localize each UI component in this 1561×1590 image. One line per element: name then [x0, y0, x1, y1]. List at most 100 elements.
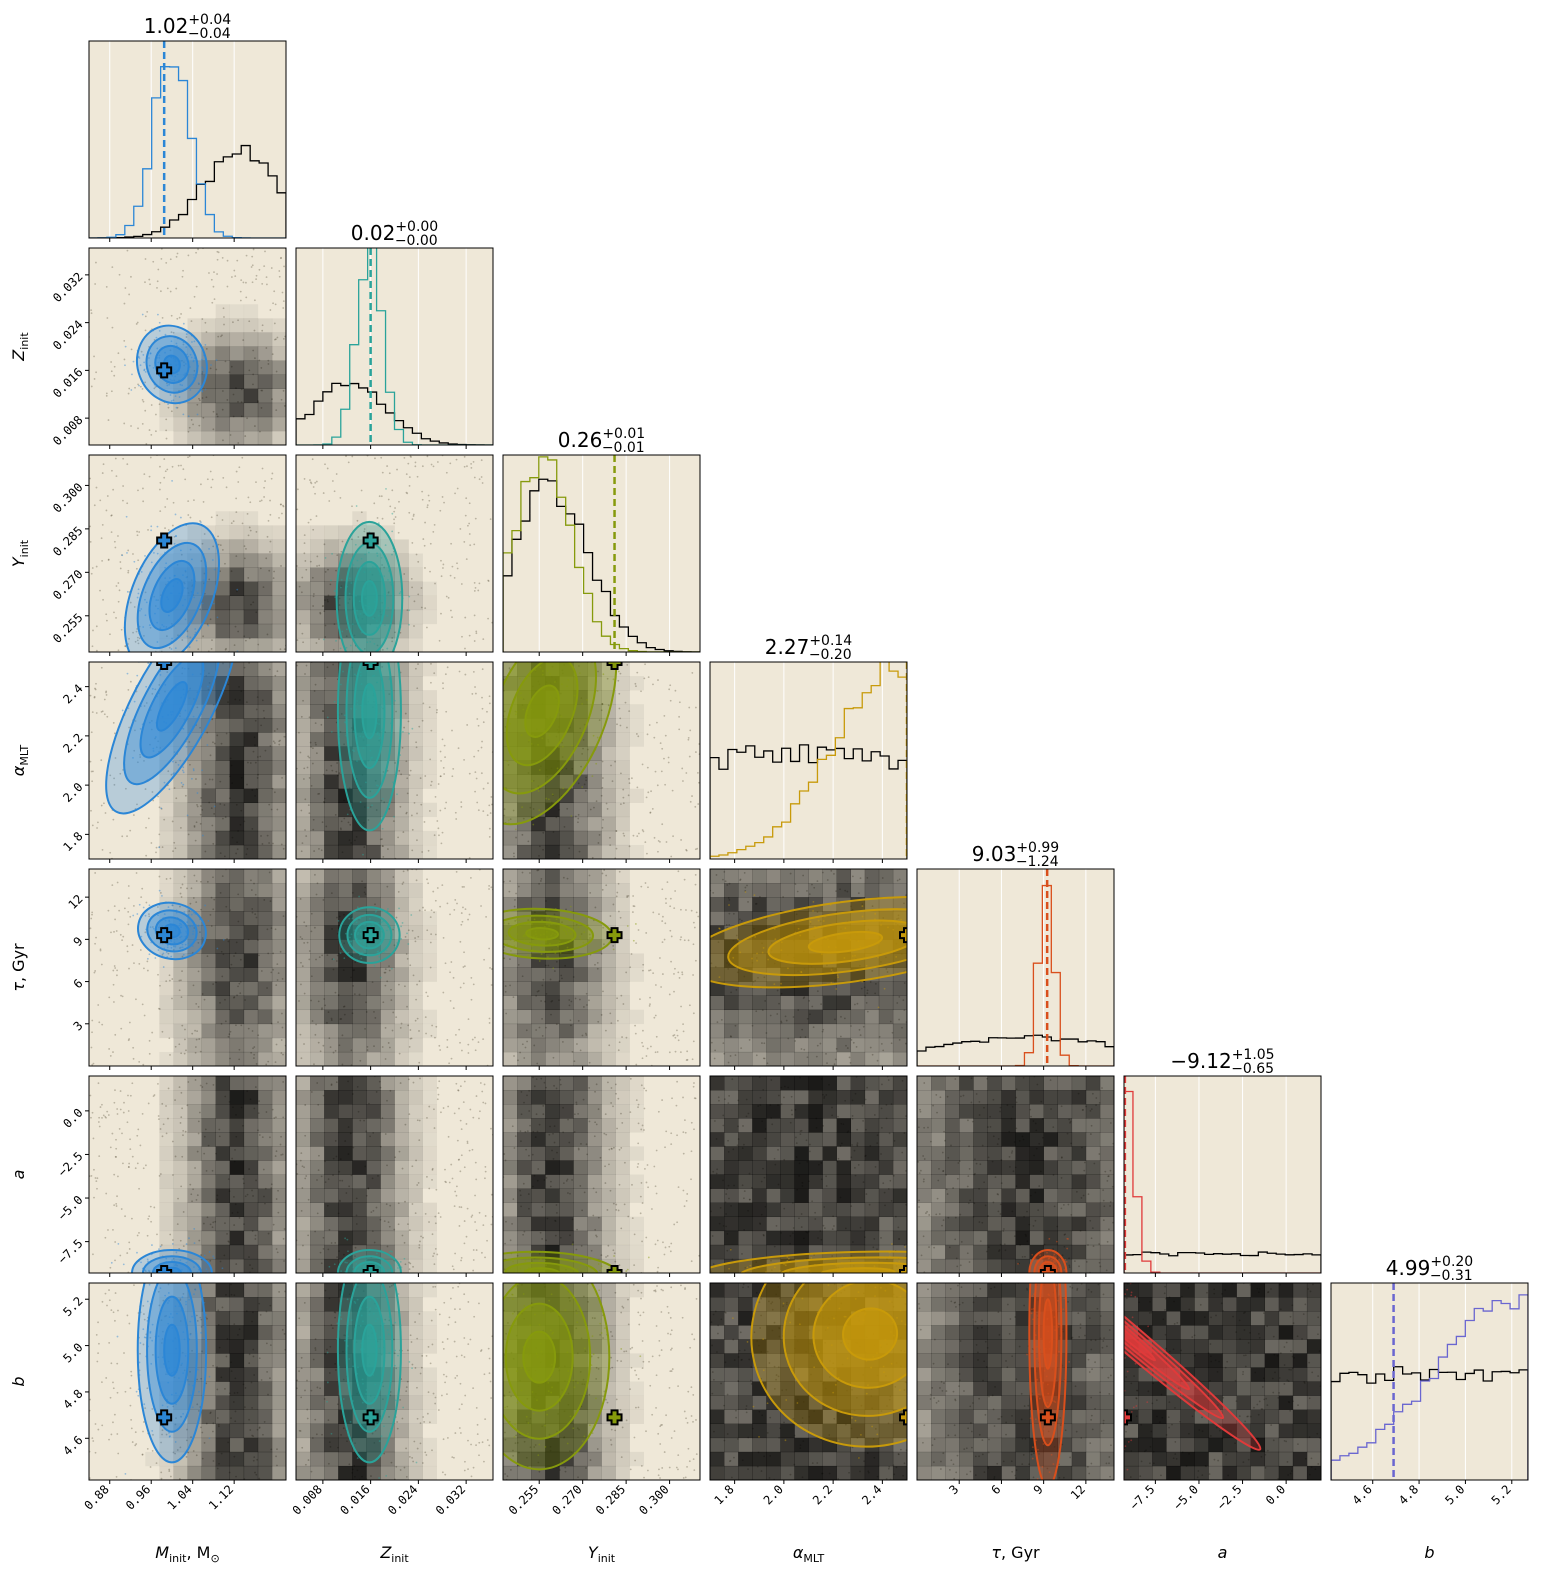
y-tick-label: 9 — [71, 934, 86, 949]
panel-tau-vs-tau: 9.03+0.99 −1.24 — [916, 840, 1115, 1070]
panel-alpha-vs-Y — [502, 661, 701, 863]
posterior-contour — [361, 683, 378, 740]
panel-tau-vs-M — [85, 868, 287, 1070]
y-tick-label: 2.4 — [60, 681, 85, 706]
posterior-contour — [1042, 1298, 1054, 1370]
panel-title: 0.02+0.00 −0.00 — [351, 219, 438, 249]
posterior-contour — [807, 930, 884, 954]
axis-label-tau: τ, Gyr — [9, 943, 28, 992]
axis-label-a: a — [9, 1170, 28, 1180]
x-tick-label: 0.016 — [337, 1482, 372, 1517]
panel-tau-vs-alpha — [709, 868, 908, 1070]
posterior-contour — [1124, 1283, 1262, 1451]
posterior-contour — [522, 1330, 557, 1384]
x-tick-label: 2.0 — [761, 1482, 786, 1507]
truth-marker — [362, 532, 379, 549]
axis-label-Y: Yinit — [9, 539, 31, 567]
panel-frame — [1123, 1075, 1322, 1274]
posterior-histogram — [1124, 1090, 1321, 1273]
truth-marker — [899, 1409, 907, 1426]
panel-frame — [709, 1075, 908, 1274]
truth-marker — [156, 662, 173, 670]
axis-label-tau: τ, Gyr — [991, 1543, 1040, 1562]
panel-frame — [709, 868, 908, 1067]
y-tick-label: 0.032 — [50, 270, 85, 305]
panel-b-vs-Y — [502, 1282, 701, 1484]
y-tick-label: 1.8 — [60, 829, 85, 854]
panel-b-vs-b: 4.99+0.20 −0.31 — [1330, 1254, 1529, 1484]
x-tick-label: 0.88 — [82, 1482, 112, 1512]
panel-a-vs-Y — [502, 1075, 701, 1277]
panel-frame — [88, 868, 287, 1067]
panel-Y-vs-Y: 0.26+0.01 −0.01 — [502, 426, 701, 656]
panel-frame — [295, 1075, 494, 1274]
prior-histogram — [917, 1034, 1114, 1066]
x-tick-label: 1.12 — [206, 1482, 236, 1512]
panel-title: 9.03+0.99 −1.24 — [972, 840, 1059, 870]
y-tick-label: 4.8 — [60, 1387, 85, 1412]
x-tick-label: −7.5 — [1127, 1482, 1157, 1512]
x-tick-label: 0.270 — [549, 1482, 584, 1517]
panel-a-vs-tau — [916, 1075, 1115, 1277]
panel-a-vs-a: −9.12+1.05 −0.65 — [1123, 1047, 1322, 1277]
panel-frame — [88, 454, 287, 653]
panel-frame — [88, 661, 287, 860]
y-tick-label: 5.0 — [60, 1340, 85, 1365]
x-tick-label: 1.8 — [712, 1482, 737, 1507]
x-tick-label: 9 — [1031, 1482, 1046, 1497]
axis-label-a: a — [1218, 1543, 1228, 1562]
panel-frame — [88, 1282, 287, 1481]
axis-label-b: b — [9, 1376, 28, 1386]
x-tick-label: 2.2 — [810, 1482, 835, 1507]
x-tick-label: 0.300 — [636, 1482, 671, 1517]
panel-frame — [295, 454, 494, 653]
truth-marker — [156, 1409, 173, 1426]
panel-frame — [916, 1075, 1115, 1274]
truth-marker — [1039, 1409, 1056, 1426]
panel-title: 1.02+0.04 −0.04 — [144, 12, 232, 42]
axis-label-Z: Zinit — [9, 332, 31, 362]
axis-label-M: Minit, M⊙ — [155, 1543, 219, 1565]
panel-frame — [295, 247, 494, 446]
panel-M-vs-M: 1.02+0.04 −0.04 — [88, 12, 287, 242]
posterior-contour — [819, 1267, 896, 1273]
panel-background — [503, 455, 700, 652]
posterior-contour — [779, 1261, 907, 1273]
truth-marker — [156, 927, 173, 944]
truth-marker — [156, 362, 173, 379]
y-tick-label: 5.2 — [60, 1294, 85, 1319]
truth-marker — [606, 662, 623, 670]
panel-a-vs-alpha — [709, 1075, 908, 1277]
x-tick-label: 0.285 — [593, 1482, 628, 1517]
panel-frame — [88, 40, 287, 239]
truth-marker — [362, 1409, 379, 1426]
panel-title: 2.27+0.14 −0.20 — [765, 633, 853, 663]
panel-alpha-vs-M — [85, 661, 287, 863]
x-tick-label: 4.8 — [1396, 1482, 1421, 1507]
truth-marker — [1039, 1265, 1056, 1273]
panel-b-vs-a — [1123, 1282, 1322, 1484]
y-tick-label: 6 — [71, 976, 86, 991]
truth-marker — [899, 927, 907, 944]
x-tick-label: 2.4 — [859, 1482, 884, 1507]
y-tick-label: −7.5 — [55, 1236, 85, 1266]
prior-histogram — [503, 478, 700, 652]
y-tick-label: 0.024 — [50, 317, 85, 352]
panel-Z-vs-Z: 0.02+0.00 −0.00 — [295, 219, 494, 449]
x-tick-label: 0.032 — [433, 1482, 468, 1517]
posterior-contour — [360, 580, 378, 617]
y-tick-label: 4.6 — [60, 1433, 85, 1458]
panel-alpha-vs-alpha: 2.27+0.14 −0.20 — [709, 633, 908, 863]
panel-frame — [709, 1282, 908, 1481]
panel-frame — [1330, 1282, 1529, 1481]
x-tick-label: −5.0 — [1171, 1482, 1201, 1512]
panel-frame — [502, 1282, 701, 1481]
panel-Y-vs-Z — [295, 454, 494, 656]
y-tick-label: 12 — [65, 892, 85, 912]
posterior-contour — [1124, 1306, 1157, 1362]
panel-b-vs-M — [85, 1282, 287, 1484]
posterior-contour — [525, 927, 560, 941]
panel-a-vs-Z — [295, 1075, 494, 1277]
x-tick-label: 0.255 — [506, 1482, 541, 1517]
